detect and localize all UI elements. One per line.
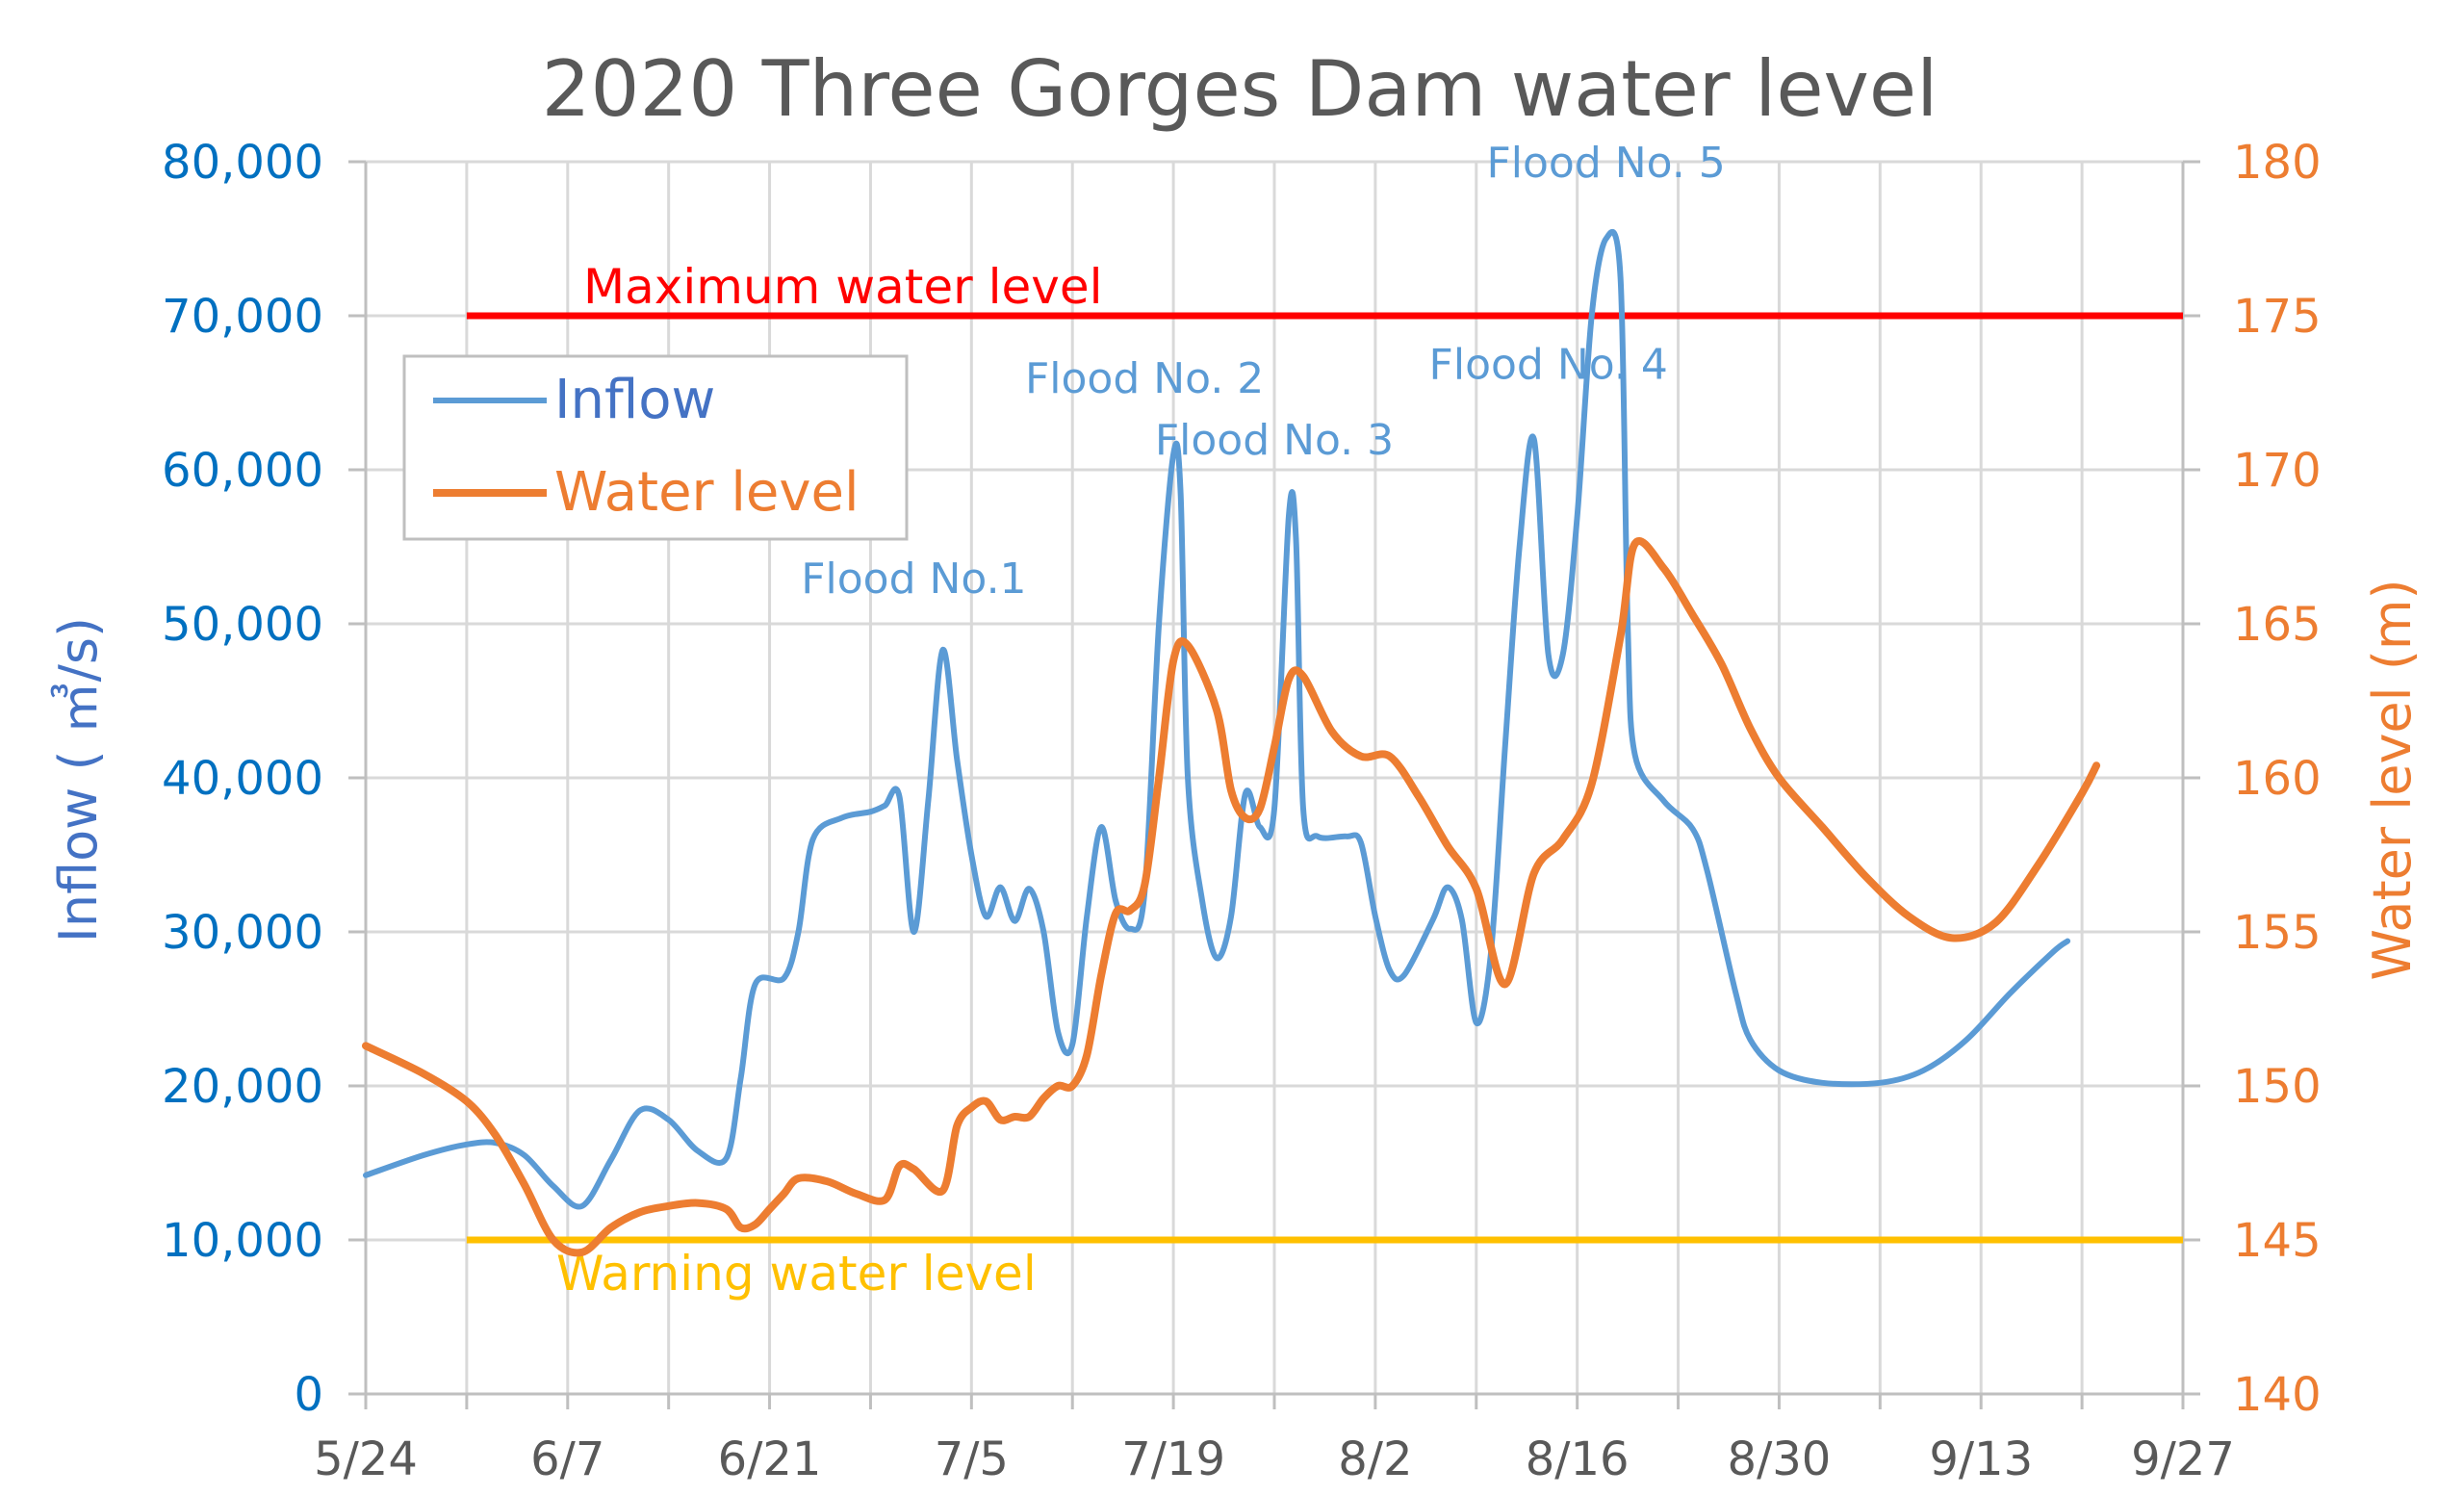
y-right-tick-label: 150 xyxy=(2233,1060,2322,1114)
x-tick-label: 6/21 xyxy=(718,1432,822,1486)
y-left-tick-label: 70,000 xyxy=(162,290,323,344)
y-right-tick-label: 140 xyxy=(2233,1368,2322,1422)
y-left-tick-label: 40,000 xyxy=(162,752,323,806)
inflow-line xyxy=(363,228,2071,1210)
x-tick-label: 8/16 xyxy=(1526,1432,1630,1486)
y-right-tick-label: 175 xyxy=(2233,290,2322,344)
axis-labels: 0 140 10,000 145 20,000 150 30,000 155 40,000 160… xyxy=(162,136,2322,1486)
warning-water-level-label: Warning water level xyxy=(556,1246,1037,1302)
axes xyxy=(348,160,2200,1409)
y-left-tick-label: 0 xyxy=(294,1368,323,1422)
legend-label-inflow: Inflow xyxy=(554,369,715,431)
y-right-tick-label: 170 xyxy=(2233,444,2322,498)
y-right-tick-label: 155 xyxy=(2233,906,2322,960)
x-tick-label: 7/19 xyxy=(1121,1432,1225,1486)
y-axis-left-title: Inflow ( ㎥/s) xyxy=(48,617,109,942)
chart-title: 2020 Three Gorges Dam water level xyxy=(542,44,1938,134)
y-left-tick-label: 50,000 xyxy=(162,598,323,652)
x-tick-label: 9/27 xyxy=(2131,1432,2235,1486)
y-left-tick-label: 10,000 xyxy=(162,1214,323,1268)
flood-annotation: Flood No. 5 xyxy=(1486,139,1725,188)
x-tick-label: 9/13 xyxy=(1929,1432,2033,1486)
flood-annotation: Flood No.1 xyxy=(801,555,1026,604)
series-lines xyxy=(362,228,2101,1257)
y-axis-right-title: Water level (m) xyxy=(2362,579,2423,980)
flood-annotation: Flood No. 2 xyxy=(1025,354,1264,403)
x-tick-label: 6/7 xyxy=(530,1432,604,1486)
legend-box xyxy=(402,354,909,541)
flood-annotations: Flood No.1 Flood No. 2 Flood No. 3 Flood No… xyxy=(801,139,1726,604)
water-level-line xyxy=(362,537,2101,1257)
y-right-tick-label: 160 xyxy=(2233,752,2322,806)
x-tick-label: 7/5 xyxy=(935,1432,1009,1486)
x-tick-label: 5/24 xyxy=(314,1432,418,1486)
y-right-tick-label: 145 xyxy=(2233,1214,2322,1268)
maximum-water-level-label: Maximum water level xyxy=(583,259,1103,315)
legend: Inflow Water level xyxy=(402,354,909,541)
y-right-tick-label: 180 xyxy=(2233,136,2322,190)
y-right-tick-label: 165 xyxy=(2233,598,2322,652)
reference-lines: Maximum water level Warning water level xyxy=(466,259,2183,1302)
y-left-tick-label: 30,000 xyxy=(162,906,323,960)
flood-annotation: Flood No. 3 xyxy=(1155,416,1394,465)
flood-annotation: Flood No. 4 xyxy=(1429,341,1668,390)
x-tick-label: 8/30 xyxy=(1728,1432,1832,1486)
x-tick-label: 8/2 xyxy=(1338,1432,1412,1486)
legend-label-water-level: Water level xyxy=(554,461,860,524)
y-left-tick-label: 20,000 xyxy=(162,1060,323,1114)
y-left-tick-label: 60,000 xyxy=(162,444,323,498)
y-left-tick-label: 80,000 xyxy=(162,136,323,190)
